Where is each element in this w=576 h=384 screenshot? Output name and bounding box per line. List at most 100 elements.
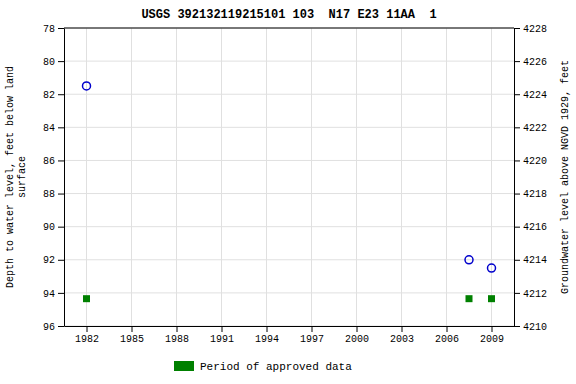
tick: 88 xyxy=(43,189,64,200)
tick: 2000 xyxy=(345,326,369,345)
grid-line-y xyxy=(64,28,514,29)
tick-mark xyxy=(267,326,268,332)
tick-mark xyxy=(58,28,64,29)
tick-label: 4212 xyxy=(523,289,547,300)
tick: 82 xyxy=(43,90,64,101)
tick-label: 88 xyxy=(43,189,55,200)
y2-axis-label: Groundwater level above NGVD 1929, feet xyxy=(560,60,571,294)
tick: 4224 xyxy=(514,90,547,101)
tick: 1994 xyxy=(255,326,279,345)
tick: 1985 xyxy=(120,326,144,345)
x-axis: 1982198519881991199419972000200320062009 xyxy=(65,326,515,345)
tick-mark xyxy=(177,326,178,332)
plot-area xyxy=(83,82,496,302)
tick-mark xyxy=(87,326,88,332)
grid-line-y xyxy=(64,292,514,293)
grid xyxy=(64,28,514,326)
tick: 4214 xyxy=(514,255,547,266)
tick: 2003 xyxy=(390,326,414,345)
tick: 80 xyxy=(43,57,64,68)
tick: 4212 xyxy=(514,289,547,300)
tick-mark xyxy=(514,326,520,327)
tick-label: 1997 xyxy=(300,334,324,345)
frame-line xyxy=(64,28,514,29)
tick-label: 92 xyxy=(43,255,55,266)
tick-mark xyxy=(514,293,520,294)
tick-label: 94 xyxy=(43,289,55,300)
axis-line xyxy=(514,29,515,327)
y-axis: 78 80 82 84 86 88 90 92 94 96 xyxy=(43,24,65,333)
tick-label: 2006 xyxy=(435,334,459,345)
tick-mark xyxy=(514,160,520,161)
tick-label: 1988 xyxy=(165,334,189,345)
tick-mark xyxy=(514,260,520,261)
tick: 96 xyxy=(43,322,64,333)
tick-label: 1994 xyxy=(255,334,279,345)
legend-item: Period of approved data xyxy=(174,361,352,373)
legend: Period of approved data xyxy=(174,361,352,373)
tick-label: 1982 xyxy=(75,334,99,345)
grid-line-x xyxy=(446,28,447,326)
tick: 4228 xyxy=(514,24,547,35)
tick-mark xyxy=(58,326,64,327)
tick-label: 4228 xyxy=(523,24,547,35)
tick: 1982 xyxy=(75,326,99,345)
grid-line-x xyxy=(401,28,402,326)
tick-mark xyxy=(357,326,358,332)
tick-label: 4224 xyxy=(523,90,547,101)
tick: 1997 xyxy=(300,326,324,345)
tick-label: 4216 xyxy=(523,222,547,233)
grid-line-x xyxy=(311,28,312,326)
grid-line-x xyxy=(131,28,132,326)
tick-label: 96 xyxy=(43,322,55,333)
tick: 4216 xyxy=(514,222,547,233)
tick-mark xyxy=(58,94,64,95)
tick-mark xyxy=(492,326,493,332)
tick-mark xyxy=(514,127,520,128)
y-axis-label: Depth to water level, feet below landsur… xyxy=(5,66,28,288)
tick: 4222 xyxy=(514,123,547,134)
grid-line-y xyxy=(64,259,514,260)
point xyxy=(83,295,90,302)
tick: 78 xyxy=(43,24,64,35)
grid-line-x xyxy=(86,28,87,326)
tick-label: 82 xyxy=(43,90,55,101)
tick-label: 2003 xyxy=(390,334,414,345)
tick-label: 80 xyxy=(43,57,55,68)
tick: 1991 xyxy=(210,326,234,345)
tick: 4220 xyxy=(514,156,547,167)
grid-line-x xyxy=(221,28,222,326)
series xyxy=(83,295,495,302)
tick-mark xyxy=(514,28,520,29)
tick-mark xyxy=(222,326,223,332)
tick: 86 xyxy=(43,156,64,167)
grid-line-y xyxy=(64,193,514,194)
tick-label: 4222 xyxy=(523,123,547,134)
tick: 92 xyxy=(43,255,64,266)
grid-line-x xyxy=(491,28,492,326)
tick-label: 2000 xyxy=(345,334,369,345)
grid-line-y xyxy=(64,160,514,161)
tick: 84 xyxy=(43,123,64,134)
tick-label: 4220 xyxy=(523,156,547,167)
tick-mark xyxy=(514,227,520,228)
tick-label: 86 xyxy=(43,156,55,167)
point xyxy=(465,256,473,264)
point xyxy=(466,295,473,302)
grid-line-x xyxy=(266,28,267,326)
tick-mark xyxy=(58,227,64,228)
tick-label: 1985 xyxy=(120,334,144,345)
grid-line-y xyxy=(64,226,514,227)
tick: 4218 xyxy=(514,189,547,200)
tick-label: 1991 xyxy=(210,334,234,345)
grid-line-y xyxy=(64,94,514,95)
grid-line-y xyxy=(64,61,514,62)
tick-label: 90 xyxy=(43,222,55,233)
legend-label: Period of approved data xyxy=(200,361,352,373)
point xyxy=(488,295,495,302)
tick: 1988 xyxy=(165,326,189,345)
point xyxy=(83,82,91,90)
tick-mark xyxy=(58,160,64,161)
title: USGS 392132119215101 103 N17 E23 11AA 1 xyxy=(141,8,436,22)
tick-mark xyxy=(58,127,64,128)
